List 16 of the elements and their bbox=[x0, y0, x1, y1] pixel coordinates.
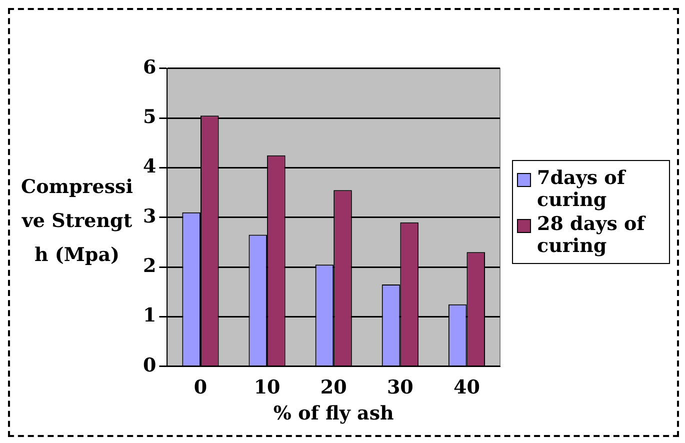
y-tick-label: 3 bbox=[142, 205, 156, 228]
y-tick-label: 5 bbox=[142, 106, 156, 128]
y-tick-label: 6 bbox=[142, 56, 156, 78]
y-tick-label: 1 bbox=[142, 304, 156, 327]
y-tick-label: 2 bbox=[142, 255, 156, 278]
x-tick-label: 40 bbox=[453, 376, 480, 399]
legend-label: 7days of curing bbox=[537, 167, 627, 211]
y-tick-label: 4 bbox=[142, 156, 156, 178]
legend-label: 28 days of curing bbox=[537, 213, 647, 257]
y-axis-title: Compressive Strength (Mpa) bbox=[20, 175, 134, 268]
y-tick-label: 0 bbox=[142, 354, 156, 376]
x-tick-label: 20 bbox=[320, 376, 347, 399]
x-axis-title: % of fly ash bbox=[273, 402, 394, 425]
x-tick-label: 30 bbox=[386, 376, 414, 399]
x-tick-label: 10 bbox=[254, 376, 280, 399]
x-tick-label: 0 bbox=[194, 376, 208, 399]
